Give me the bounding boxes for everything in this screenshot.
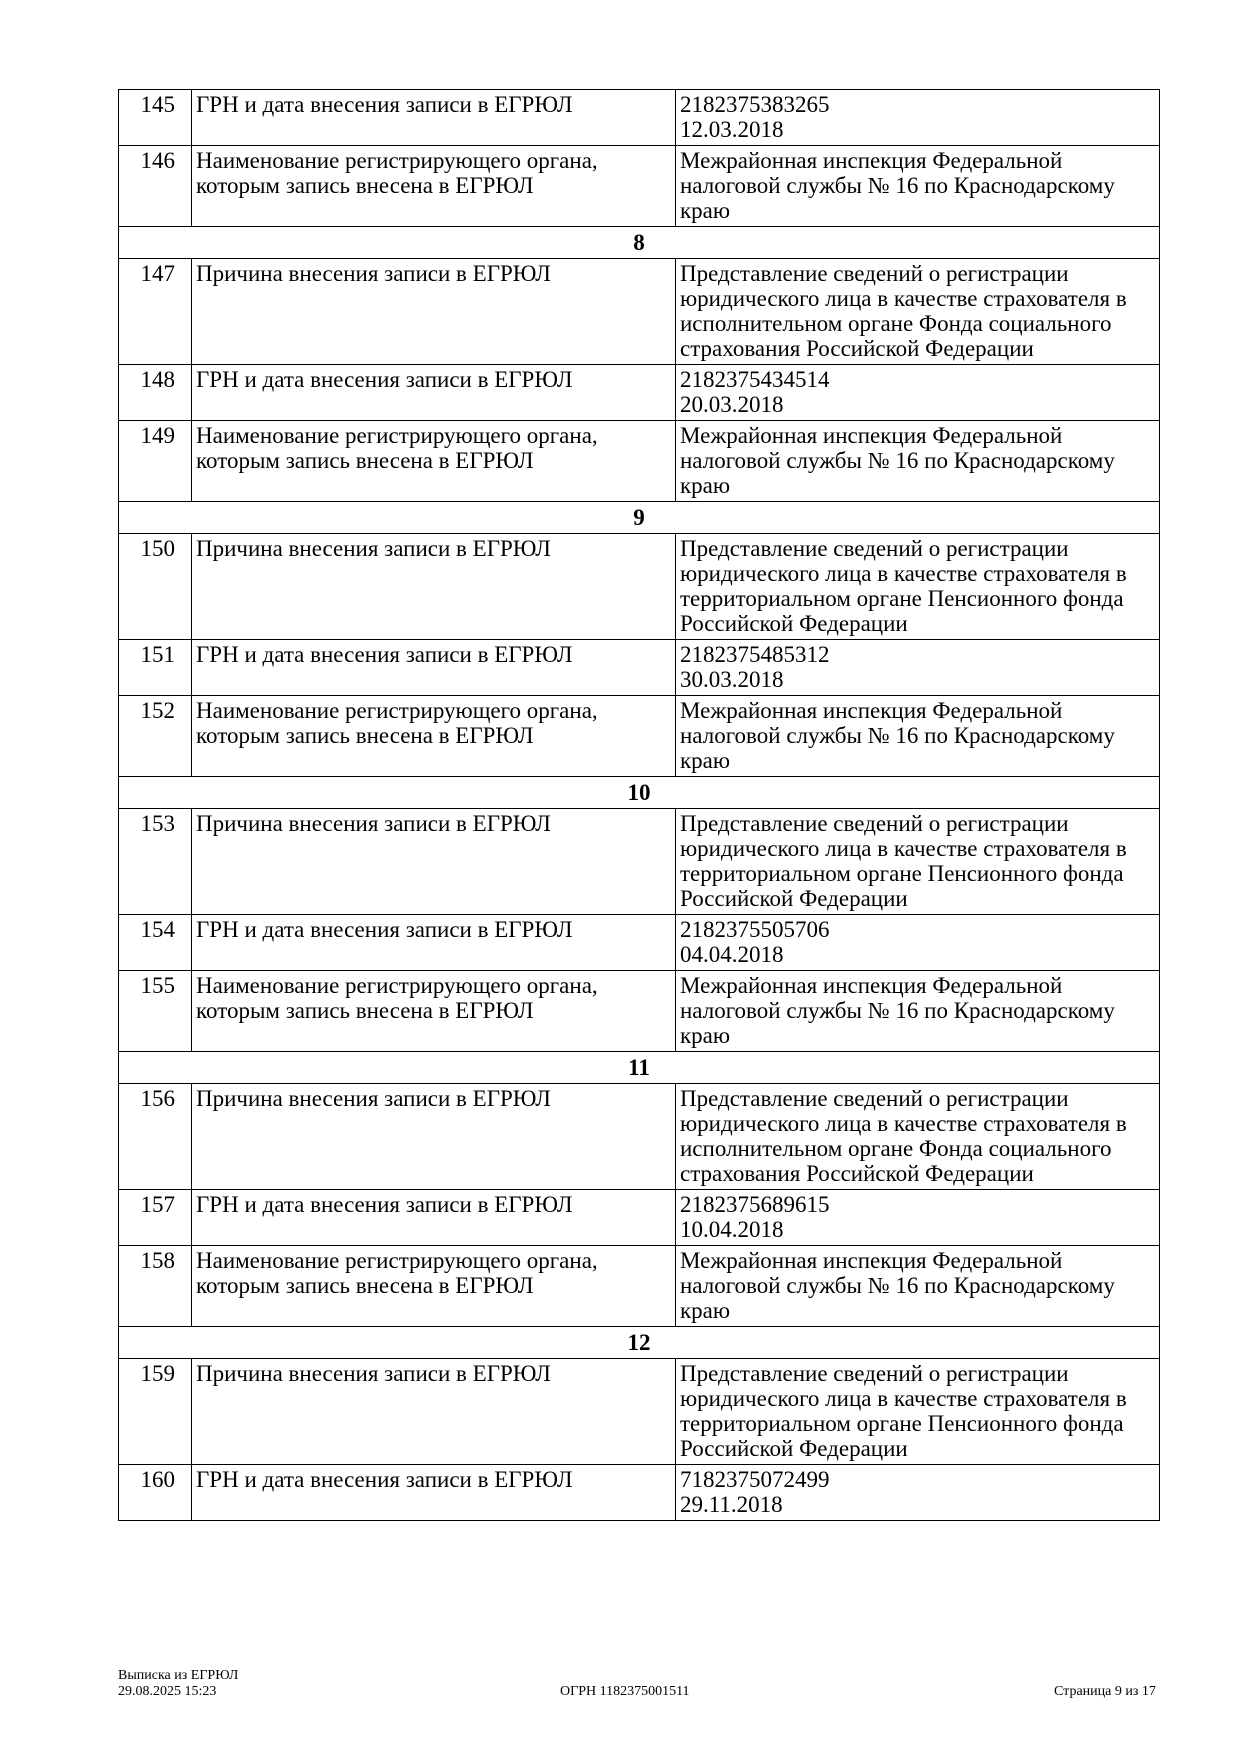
table-row: 151 ГРН и дата внесения записи в ЕГРЮЛ 218…: [118, 639, 1160, 696]
row-value: Представление сведений о регистрации юри…: [675, 533, 1160, 640]
row-value: Межрайонная инспекция Федеральной налого…: [675, 420, 1160, 502]
row-number: 152: [118, 695, 192, 777]
row-number: 145: [118, 89, 192, 146]
row-value: Представление сведений о регистрации юри…: [675, 1083, 1160, 1190]
row-label: ГРН и дата внесения записи в ЕГРЮЛ: [191, 89, 676, 146]
row-label: Наименование регистрирующего органа, кот…: [191, 145, 676, 227]
row-value: Межрайонная инспекция Федеральной налого…: [675, 695, 1160, 777]
row-label: Причина внесения записи в ЕГРЮЛ: [191, 258, 676, 365]
section-row: 11: [118, 1051, 1160, 1084]
table-row: 155 Наименование регистрирующего органа, …: [118, 970, 1160, 1052]
row-value: Межрайонная инспекция Федеральной налого…: [675, 145, 1160, 227]
row-value: Представление сведений о регистрации юри…: [675, 258, 1160, 365]
row-value: 7182375072499 29.11.2018: [675, 1464, 1160, 1521]
row-value: Представление сведений о регистрации юри…: [675, 1358, 1160, 1465]
table-row: 156 Причина внесения записи в ЕГРЮЛ Предст…: [118, 1083, 1160, 1190]
footer-doc-title: Выписка из ЕГРЮЛ: [118, 1668, 239, 1683]
row-label: Причина внесения записи в ЕГРЮЛ: [191, 808, 676, 915]
table-row: 149 Наименование регистрирующего органа, …: [118, 420, 1160, 502]
section-number: 11: [118, 1051, 1160, 1084]
row-number: 154: [118, 914, 192, 971]
row-label: Причина внесения записи в ЕГРЮЛ: [191, 1083, 676, 1190]
table-row: 148 ГРН и дата внесения записи в ЕГРЮЛ 218…: [118, 364, 1160, 421]
row-value: Межрайонная инспекция Федеральной налого…: [675, 970, 1160, 1052]
row-value: 2182375485312 30.03.2018: [675, 639, 1160, 696]
section-number: 8: [118, 226, 1160, 259]
row-number: 159: [118, 1358, 192, 1465]
table-row: 147 Причина внесения записи в ЕГРЮЛ Предст…: [118, 258, 1160, 365]
row-number: 156: [118, 1083, 192, 1190]
row-number: 147: [118, 258, 192, 365]
row-number: 148: [118, 364, 192, 421]
row-label: Причина внесения записи в ЕГРЮЛ: [191, 533, 676, 640]
section-number: 9: [118, 501, 1160, 534]
row-label: Наименование регистрирующего органа, кот…: [191, 1245, 676, 1327]
row-value: 2182375505706 04.04.2018: [675, 914, 1160, 971]
egrul-records-table: 145 ГРН и дата внесения записи в ЕГРЮЛ 218…: [118, 89, 1160, 1521]
section-row: 8: [118, 226, 1160, 259]
row-label: ГРН и дата внесения записи в ЕГРЮЛ: [191, 1189, 676, 1246]
row-label: Наименование регистрирующего органа, кот…: [191, 970, 676, 1052]
section-row: 10: [118, 776, 1160, 809]
row-value: 2182375434514 20.03.2018: [675, 364, 1160, 421]
footer-ogrn: ОГРН 1182375001511: [560, 1684, 690, 1699]
row-value: 2182375383265 12.03.2018: [675, 89, 1160, 146]
table-row: 159 Причина внесения записи в ЕГРЮЛ Предст…: [118, 1358, 1160, 1465]
row-label: Наименование регистрирующего органа, кот…: [191, 420, 676, 502]
row-number: 158: [118, 1245, 192, 1327]
table-row: 146 Наименование регистрирующего органа, …: [118, 145, 1160, 227]
row-label: ГРН и дата внесения записи в ЕГРЮЛ: [191, 364, 676, 421]
row-label: Причина внесения записи в ЕГРЮЛ: [191, 1358, 676, 1465]
footer-left: Выписка из ЕГРЮЛ 29.08.2025 15:23: [118, 1668, 238, 1700]
table-row: 152 Наименование регистрирующего органа, …: [118, 695, 1160, 777]
row-number: 150: [118, 533, 192, 640]
section-row: 9: [118, 501, 1160, 534]
footer-datetime: 29.08.2025 15:23: [118, 1684, 217, 1699]
row-value: Межрайонная инспекция Федеральной налого…: [675, 1245, 1160, 1327]
row-label: ГРН и дата внесения записи в ЕГРЮЛ: [191, 914, 676, 971]
section-row: 12: [118, 1326, 1160, 1359]
table-row: 158 Наименование регистрирующего органа, …: [118, 1245, 1160, 1327]
table-row: 160 ГРН и дата внесения записи в ЕГРЮЛ 718…: [118, 1464, 1160, 1521]
section-number: 12: [118, 1326, 1160, 1359]
row-value: Представление сведений о регистрации юри…: [675, 808, 1160, 915]
row-number: 153: [118, 808, 192, 915]
row-value: 2182375689615 10.04.2018: [675, 1189, 1160, 1246]
row-label: ГРН и дата внесения записи в ЕГРЮЛ: [191, 1464, 676, 1521]
section-number: 10: [118, 776, 1160, 809]
row-number: 151: [118, 639, 192, 696]
footer-page-number: Страница 9 из 17: [1054, 1684, 1156, 1699]
table-row: 153 Причина внесения записи в ЕГРЮЛ Предст…: [118, 808, 1160, 915]
row-label: ГРН и дата внесения записи в ЕГРЮЛ: [191, 639, 676, 696]
row-number: 155: [118, 970, 192, 1052]
row-label: Наименование регистрирующего органа, кот…: [191, 695, 676, 777]
table-row: 150 Причина внесения записи в ЕГРЮЛ Предст…: [118, 533, 1160, 640]
table-row: 154 ГРН и дата внесения записи в ЕГРЮЛ 218…: [118, 914, 1160, 971]
row-number: 146: [118, 145, 192, 227]
table-row: 145 ГРН и дата внесения записи в ЕГРЮЛ 218…: [118, 89, 1160, 146]
row-number: 149: [118, 420, 192, 502]
row-number: 160: [118, 1464, 192, 1521]
row-number: 157: [118, 1189, 192, 1246]
table-row: 157 ГРН и дата внесения записи в ЕГРЮЛ 218…: [118, 1189, 1160, 1246]
